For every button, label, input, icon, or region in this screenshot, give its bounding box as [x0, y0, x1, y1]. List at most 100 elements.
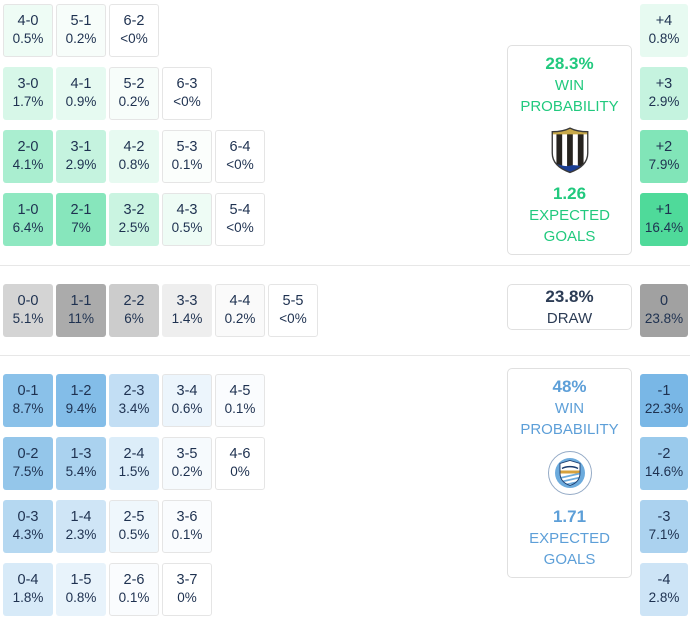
score-label: 4-4 [229, 293, 251, 310]
goal-diff-cell: -1 22.3% [640, 374, 688, 427]
away-eg-label-line2: GOALS [543, 551, 596, 568]
score-label: 2-1 [70, 202, 92, 219]
manchester-city-badge-icon [547, 451, 592, 495]
probability-label: 1.5% [118, 464, 150, 480]
probability-label: 5.4% [65, 464, 97, 480]
score-cell: 5-3 0.1% [162, 130, 212, 183]
score-label: 1-0 [17, 202, 39, 219]
score-cell: 0-0 5.1% [3, 284, 53, 337]
score-cell: 2-1 7% [56, 193, 106, 246]
score-cell: 4-4 0.2% [215, 284, 265, 337]
score-label: 3-1 [70, 139, 92, 156]
goal-diff-label: -4 [657, 572, 671, 589]
score-label: 0-4 [17, 572, 39, 589]
score-cell: 0-2 7.5% [3, 437, 53, 490]
score-cell: 1-2 9.4% [56, 374, 106, 427]
section-divider [0, 265, 690, 266]
probability-label: <0% [226, 157, 254, 173]
score-row: 0-0 5.1% 1-1 11% 2-2 6% 3-3 1.4% 4-4 0.2% 5-5 <0% [3, 284, 318, 337]
score-row: 4-0 0.5% 5-1 0.2% 6-2 <0% [3, 4, 265, 57]
score-cell: 2-0 4.1% [3, 130, 53, 183]
score-cell: 1-5 0.8% [56, 563, 106, 616]
score-row: 1-0 6.4% 2-1 7% 3-2 2.5% 4-3 0.5% 5-4 <0% [3, 193, 265, 246]
away-expected-goals: 1.71 [552, 507, 587, 526]
score-cell: 5-4 <0% [215, 193, 265, 246]
probability-label: 4.1% [12, 157, 44, 173]
probability-label: 0% [177, 590, 197, 606]
probability-label: <0% [173, 94, 201, 110]
score-cell: 4-5 0.1% [215, 374, 265, 427]
probability-label: 4.3% [12, 527, 44, 543]
home-eg-label-line2: GOALS [543, 228, 596, 245]
score-cell: 3-6 0.1% [162, 500, 212, 553]
score-label: 4-0 [17, 13, 39, 30]
probability-label: 16.4% [644, 220, 684, 236]
home-win-label-line1: WIN [554, 77, 585, 94]
home-win-probability: 28.3% [545, 54, 594, 73]
score-row: 0-3 4.3% 1-4 2.3% 2-5 0.5% 3-6 0.1% [3, 500, 265, 553]
score-row: 2-0 4.1% 3-1 2.9% 4-2 0.8% 5-3 0.1% 6-4 <0% [3, 130, 265, 183]
score-row: 0-1 8.7% 1-2 9.4% 2-3 3.4% 3-4 0.6% 4-5 0.1% [3, 374, 265, 427]
score-cell: 2-3 3.4% [109, 374, 159, 427]
section-divider [0, 355, 690, 356]
score-cell: 0-1 8.7% [3, 374, 53, 427]
probability-label: 2.8% [648, 590, 680, 606]
probability-label: 14.6% [644, 464, 684, 480]
score-label: 3-2 [123, 202, 145, 219]
score-label: 1-3 [70, 446, 92, 463]
probability-label: 23.8% [644, 311, 684, 327]
score-cell: 2-5 0.5% [109, 500, 159, 553]
away-win-summary-card: 48% WIN PROBABILITY 1.71 EXPECTED GOAL [507, 368, 632, 578]
probability-label: 0.8% [65, 590, 97, 606]
probability-label: 0.6% [171, 401, 203, 417]
score-label: 4-6 [229, 446, 251, 463]
score-label: 2-4 [123, 446, 145, 463]
goal-diff-cell: -3 7.1% [640, 500, 688, 553]
probability-label: 0.8% [118, 157, 150, 173]
probability-label: 0.2% [65, 31, 97, 47]
home-expected-goals: 1.26 [552, 184, 587, 203]
score-cell: 6-2 <0% [109, 4, 159, 57]
probability-label: <0% [120, 31, 148, 47]
score-label: 4-2 [123, 139, 145, 156]
probability-label: 5.1% [12, 311, 44, 327]
score-cell: 4-6 0% [215, 437, 265, 490]
score-cell: 4-3 0.5% [162, 193, 212, 246]
score-label: 3-6 [176, 509, 198, 526]
score-label: 5-3 [176, 139, 198, 156]
goal-diff-cell: -4 2.8% [640, 563, 688, 616]
score-cell: 3-3 1.4% [162, 284, 212, 337]
score-cell: 4-0 0.5% [3, 4, 53, 57]
goal-diff-label: -2 [657, 446, 671, 463]
away-win-label-line2: PROBABILITY [520, 421, 619, 438]
probability-label: 0.1% [171, 527, 203, 543]
away-win-probability: 48% [552, 377, 587, 396]
probability-label: 0.1% [118, 590, 150, 606]
probability-label: 1.8% [12, 590, 44, 606]
probability-label: 0.9% [65, 94, 97, 110]
score-label: 1-1 [70, 293, 92, 310]
score-label: 6-3 [176, 76, 198, 93]
score-label: 3-0 [17, 76, 39, 93]
probability-label: 7.5% [12, 464, 44, 480]
score-label: 3-7 [176, 572, 198, 589]
score-label: 5-1 [70, 13, 92, 30]
probability-label: 11% [67, 311, 95, 327]
score-cell: 2-2 6% [109, 284, 159, 337]
probability-label: 2.5% [118, 220, 150, 236]
score-label: 5-5 [282, 293, 304, 310]
probability-label: 2.9% [648, 94, 680, 110]
score-cell: 3-4 0.6% [162, 374, 212, 427]
score-row: 3-0 1.7% 4-1 0.9% 5-2 0.2% 6-3 <0% [3, 67, 265, 120]
probability-label: 7% [71, 220, 91, 236]
score-label: 3-4 [176, 383, 198, 400]
score-label: 3-5 [176, 446, 198, 463]
goal-diff-cell: +2 7.9% [640, 130, 688, 183]
probability-label: 7.1% [648, 527, 680, 543]
goal-diff-cell: +3 2.9% [640, 67, 688, 120]
away-win-score-grid: 0-1 8.7% 1-2 9.4% 2-3 3.4% 3-4 0.6% 4-5 0.1% 0-2 7.… [3, 374, 265, 616]
away-win-label-line1: WIN [554, 400, 585, 417]
probability-label: 6.4% [12, 220, 44, 236]
probability-label: 1.4% [171, 311, 203, 327]
